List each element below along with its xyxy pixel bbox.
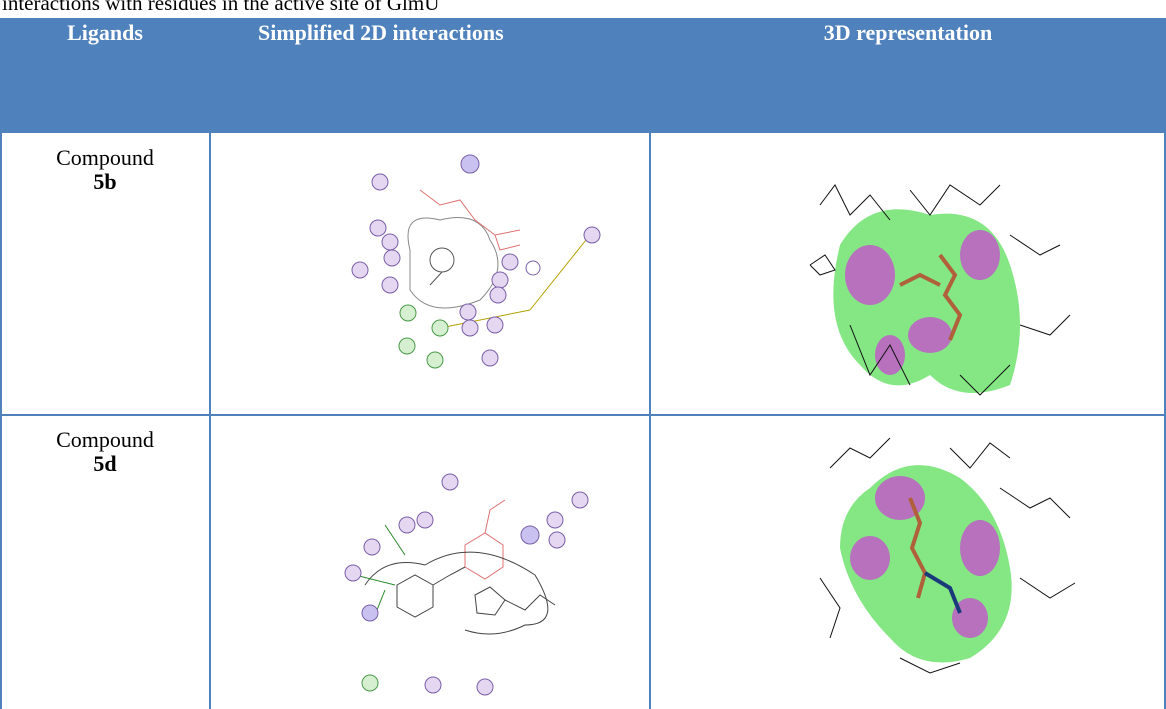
border <box>209 133 211 709</box>
3d-representation <box>800 428 1090 678</box>
page: interactions with residues in the active… <box>0 0 1166 709</box>
border <box>649 133 651 709</box>
header-text: 3D representation <box>650 18 1166 46</box>
3d-representation <box>780 175 1100 400</box>
ligand-label: Compound <box>56 427 154 452</box>
border <box>0 133 2 709</box>
ligand-label: Compound <box>56 145 154 170</box>
interaction-diagram <box>325 465 625 700</box>
header-text: Ligands <box>0 18 210 46</box>
header-text: Simplified 2D interactions <box>210 18 650 46</box>
ligand-id: 5d <box>0 452 210 476</box>
header-cell: Ligands <box>0 18 210 133</box>
header-cell: 3D representation <box>650 18 1166 133</box>
interaction-diagram <box>330 150 630 390</box>
ligand-id: 5b <box>0 170 210 194</box>
border <box>0 414 1166 416</box>
header-cell: Simplified 2D interactions <box>210 18 650 133</box>
caption: interactions with residues in the active… <box>2 0 439 16</box>
